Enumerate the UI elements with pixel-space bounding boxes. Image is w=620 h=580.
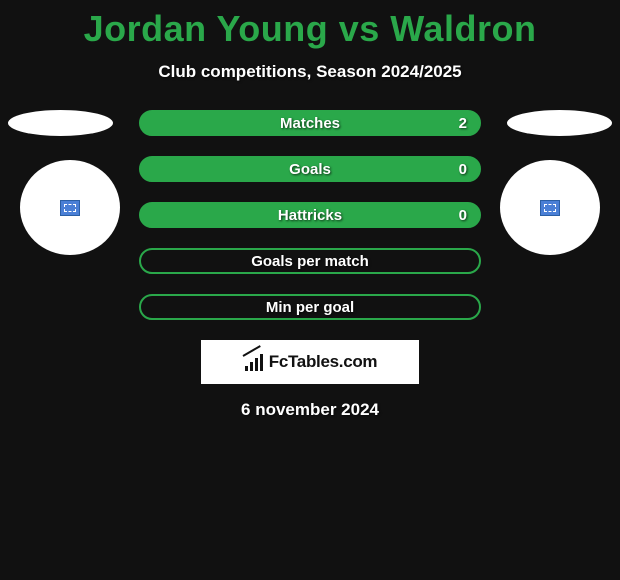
stat-label: Goals per match — [251, 253, 369, 270]
stat-bar: Goals per match — [139, 248, 481, 274]
stat-bars: Matches 2 Goals 0 Hattricks 0 Goals per match M… — [139, 110, 481, 320]
stat-label: Min per goal — [266, 299, 354, 316]
stat-label: Hattricks — [278, 207, 342, 224]
stat-value: 0 — [459, 161, 467, 178]
comparison-area: Matches 2 Goals 0 Hattricks 0 Goals per match M… — [0, 110, 620, 320]
brand-logo: FcTables.com — [201, 340, 419, 384]
brand-text: FcTables.com — [269, 352, 378, 372]
stat-value: 0 — [459, 207, 467, 224]
stat-value: 2 — [459, 115, 467, 132]
stat-bar: Goals 0 — [139, 156, 481, 182]
placeholder-icon — [540, 200, 560, 216]
stat-label: Goals — [289, 161, 331, 178]
stat-bar: Hattricks 0 — [139, 202, 481, 228]
right-shadow-ellipse — [507, 110, 612, 136]
stat-bar: Min per goal — [139, 294, 481, 320]
left-shadow-ellipse — [8, 110, 113, 136]
date-text: 6 november 2024 — [0, 400, 620, 420]
stat-bar: Matches 2 — [139, 110, 481, 136]
chart-icon — [243, 353, 265, 371]
subtitle: Club competitions, Season 2024/2025 — [0, 62, 620, 82]
stat-label: Matches — [280, 115, 340, 132]
page-title: Jordan Young vs Waldron — [0, 0, 620, 50]
player-avatar-right — [500, 160, 600, 255]
placeholder-icon — [60, 200, 80, 216]
player-avatar-left — [20, 160, 120, 255]
